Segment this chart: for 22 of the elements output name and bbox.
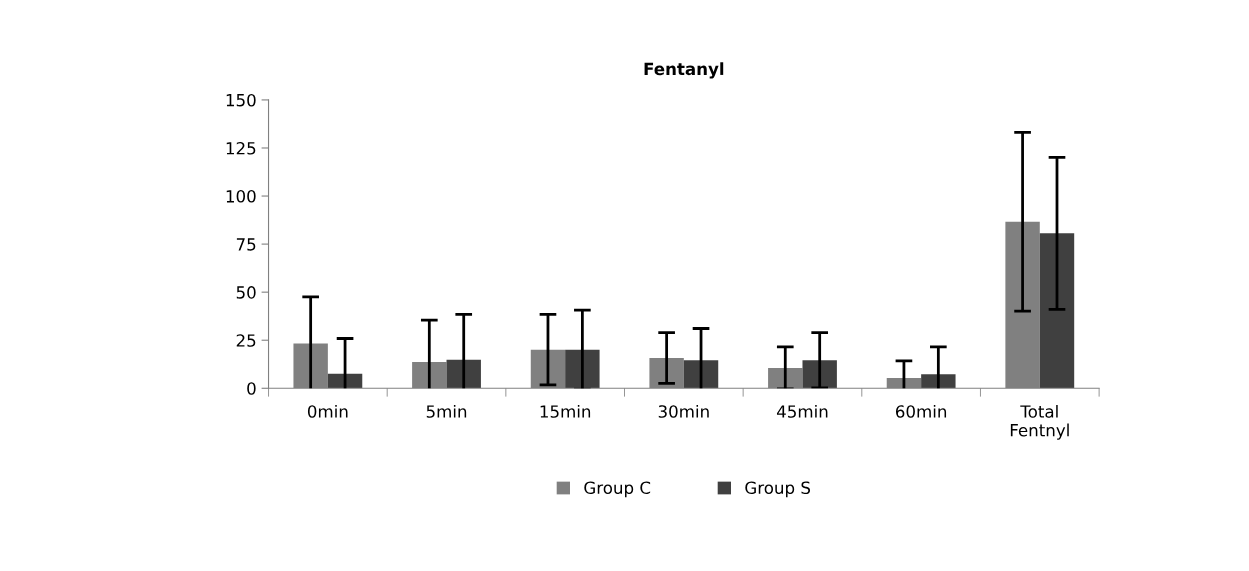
y-tick-label: 100 <box>226 190 256 203</box>
x-tick-label: Total Fentnyl <box>1010 404 1069 440</box>
y-tick-label: 50 <box>236 286 256 299</box>
y-tick-label: 25 <box>236 334 256 347</box>
x-tick-label: 45min <box>776 404 828 418</box>
y-tick-label: 150 <box>226 93 256 107</box>
x-tick-label: 5min <box>426 404 467 418</box>
x-tick-label: 30min <box>658 404 709 418</box>
legend-label: Group S <box>745 481 811 498</box>
y-tick-label: 0 <box>247 382 256 395</box>
x-tick-label: 15min <box>540 404 591 418</box>
chart-title: Fentanyl <box>644 62 724 79</box>
legend-label: Group C <box>584 481 651 498</box>
bar <box>1039 233 1075 389</box>
bar <box>802 360 837 389</box>
bar <box>921 374 956 389</box>
y-tick-label: 75 <box>236 238 256 251</box>
bar <box>565 349 600 389</box>
x-tick-label: 60min <box>895 404 947 418</box>
bar <box>683 360 719 389</box>
x-tick-label: 0min <box>307 404 348 418</box>
y-tick-label: 125 <box>226 141 256 155</box>
